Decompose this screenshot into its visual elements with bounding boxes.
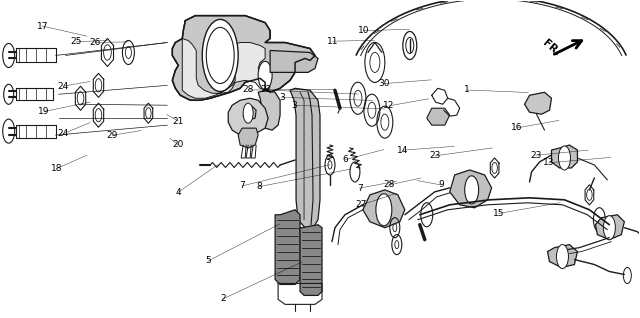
Text: 30: 30 bbox=[378, 79, 390, 88]
Text: 16: 16 bbox=[511, 123, 522, 133]
Ellipse shape bbox=[258, 61, 272, 89]
Text: 24: 24 bbox=[58, 129, 69, 138]
Text: 1: 1 bbox=[464, 86, 470, 94]
Text: 25: 25 bbox=[70, 37, 82, 46]
Polygon shape bbox=[270, 51, 318, 73]
Text: 12: 12 bbox=[383, 101, 395, 110]
Text: 26: 26 bbox=[90, 38, 101, 47]
Text: 10: 10 bbox=[358, 26, 369, 35]
Ellipse shape bbox=[559, 146, 570, 170]
Text: 6: 6 bbox=[342, 155, 348, 164]
Polygon shape bbox=[182, 38, 268, 98]
Text: 22: 22 bbox=[260, 86, 271, 94]
Text: 2: 2 bbox=[220, 294, 226, 303]
Polygon shape bbox=[275, 210, 300, 284]
Ellipse shape bbox=[465, 176, 479, 204]
Text: 13: 13 bbox=[543, 158, 554, 167]
Text: 21: 21 bbox=[173, 116, 184, 126]
Polygon shape bbox=[172, 16, 315, 100]
Polygon shape bbox=[300, 225, 322, 295]
Text: 5: 5 bbox=[205, 256, 211, 266]
Ellipse shape bbox=[403, 31, 417, 59]
Text: 4: 4 bbox=[175, 188, 181, 197]
Text: 7: 7 bbox=[239, 181, 245, 190]
Polygon shape bbox=[363, 190, 405, 228]
Polygon shape bbox=[238, 128, 258, 148]
Text: 23: 23 bbox=[530, 151, 541, 160]
Ellipse shape bbox=[557, 245, 568, 269]
Text: 14: 14 bbox=[397, 146, 409, 155]
Text: 28: 28 bbox=[243, 86, 254, 94]
Ellipse shape bbox=[420, 203, 433, 227]
Text: 9: 9 bbox=[438, 180, 444, 190]
Polygon shape bbox=[595, 215, 625, 240]
Polygon shape bbox=[228, 98, 268, 135]
Polygon shape bbox=[552, 145, 577, 168]
Text: 3: 3 bbox=[279, 93, 285, 102]
Polygon shape bbox=[290, 88, 320, 230]
Text: FR.: FR. bbox=[541, 38, 563, 58]
Text: 18: 18 bbox=[51, 164, 63, 173]
Text: 7: 7 bbox=[356, 183, 362, 193]
Text: 27: 27 bbox=[356, 200, 367, 210]
Ellipse shape bbox=[604, 216, 615, 240]
Ellipse shape bbox=[202, 19, 238, 92]
Text: 11: 11 bbox=[327, 37, 339, 46]
Polygon shape bbox=[427, 108, 450, 125]
Text: 23: 23 bbox=[429, 151, 440, 160]
Text: 20: 20 bbox=[173, 140, 184, 149]
Ellipse shape bbox=[593, 208, 605, 232]
Text: 24: 24 bbox=[58, 82, 69, 91]
Text: 3: 3 bbox=[292, 101, 298, 110]
Polygon shape bbox=[547, 245, 577, 267]
Text: 19: 19 bbox=[38, 107, 50, 116]
Text: 8: 8 bbox=[257, 182, 262, 191]
Text: 15: 15 bbox=[493, 209, 504, 218]
Text: 29: 29 bbox=[107, 131, 118, 140]
Text: 17: 17 bbox=[36, 22, 48, 31]
Text: 28: 28 bbox=[383, 180, 395, 190]
Ellipse shape bbox=[623, 267, 631, 284]
Polygon shape bbox=[525, 92, 552, 114]
Ellipse shape bbox=[243, 103, 253, 123]
Polygon shape bbox=[258, 90, 280, 130]
Polygon shape bbox=[243, 106, 256, 120]
Polygon shape bbox=[450, 170, 492, 208]
Ellipse shape bbox=[376, 194, 392, 226]
